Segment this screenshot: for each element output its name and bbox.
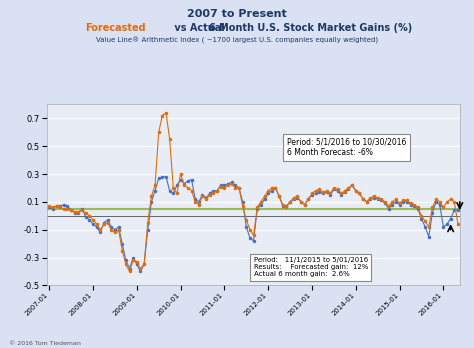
Text: 2007 to Present: 2007 to Present [187, 9, 287, 19]
Text: Period:   11/1/2015 to 5/01/2016
Results:    Forecasted gain:  12%
Actual 6 mont: Period: 11/1/2015 to 5/01/2016 Results: … [254, 257, 368, 277]
Text: © 2016 Tom Tiedeman: © 2016 Tom Tiedeman [9, 341, 82, 346]
Text: vs Actual: vs Actual [171, 23, 228, 33]
Text: 6 Month U.S. Stock Market Gains (%): 6 Month U.S. Stock Market Gains (%) [209, 23, 412, 33]
Text: Value Line® Arithmetic Index ( ~1700 largest U.S. companies equally weighted): Value Line® Arithmetic Index ( ~1700 lar… [96, 37, 378, 44]
Text: Forecasted: Forecasted [85, 23, 146, 33]
Text: Period: 5/1/2016 to 10/30/2016
6 Month Forecast: -6%: Period: 5/1/2016 to 10/30/2016 6 Month F… [287, 138, 406, 157]
